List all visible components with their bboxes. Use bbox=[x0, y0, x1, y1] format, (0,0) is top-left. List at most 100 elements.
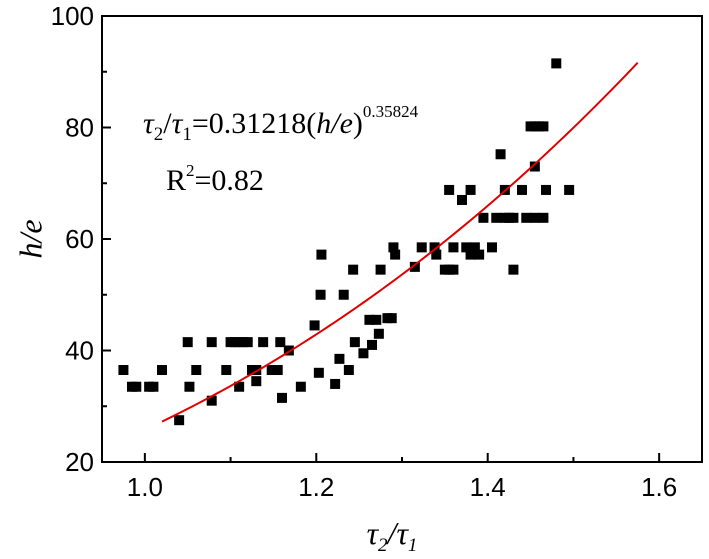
data-point bbox=[309, 320, 320, 331]
data-point bbox=[367, 339, 377, 350]
x-tick-label: 1.2 bbox=[298, 472, 334, 502]
data-point bbox=[251, 376, 262, 387]
x-tick-label: 1.4 bbox=[470, 472, 506, 502]
data-point bbox=[461, 242, 472, 253]
data-point bbox=[206, 337, 217, 348]
data-point bbox=[375, 264, 386, 275]
y-axis: 20 40 60 80 100 bbox=[51, 1, 111, 477]
y-tick-label: 80 bbox=[65, 113, 94, 143]
data-point bbox=[266, 365, 277, 376]
data-point bbox=[469, 242, 480, 253]
data-point bbox=[551, 58, 562, 69]
x-axis-title-slash: / bbox=[386, 515, 400, 551]
data-point bbox=[529, 212, 540, 223]
data-point bbox=[416, 242, 427, 253]
data-point bbox=[343, 365, 354, 376]
data-point bbox=[277, 392, 287, 403]
r-squared: R2=0.82 bbox=[166, 161, 264, 197]
eq-tau: τ bbox=[143, 107, 155, 140]
data-point bbox=[315, 289, 326, 300]
data-point bbox=[429, 242, 440, 253]
data-point bbox=[295, 381, 306, 392]
data-point bbox=[521, 212, 532, 223]
data-point bbox=[444, 184, 455, 195]
data-point bbox=[508, 212, 519, 223]
data-point bbox=[348, 264, 359, 275]
data-point bbox=[388, 242, 399, 253]
eq-tau2: τ bbox=[172, 107, 184, 140]
data-point bbox=[529, 161, 540, 172]
data-point bbox=[313, 367, 324, 378]
eq-he: h/e bbox=[316, 107, 353, 140]
data-point bbox=[283, 345, 294, 356]
x-axis-title: τ2/τ1 bbox=[367, 515, 418, 556]
data-point bbox=[349, 337, 360, 348]
y-tick-label: 100 bbox=[51, 1, 94, 31]
data-point bbox=[564, 184, 575, 195]
x-tick-label: 1.0 bbox=[127, 472, 163, 502]
x-axis-title-sub1: 2 bbox=[378, 535, 388, 556]
data-point bbox=[478, 212, 489, 223]
data-point bbox=[221, 365, 232, 376]
data-point bbox=[157, 365, 167, 376]
data-point bbox=[338, 289, 349, 300]
x-axis-title-tau: τ bbox=[367, 515, 380, 551]
x-axis-title-tau2: τ bbox=[396, 515, 409, 551]
data-point bbox=[495, 149, 506, 160]
data-point bbox=[334, 353, 345, 364]
y-axis-title: h/e bbox=[12, 219, 48, 258]
data-point bbox=[541, 184, 551, 195]
y-tick-label: 40 bbox=[65, 336, 94, 366]
data-point bbox=[272, 365, 283, 376]
data-point bbox=[390, 249, 401, 260]
data-point bbox=[148, 381, 159, 392]
data-point bbox=[386, 313, 397, 324]
data-point bbox=[251, 365, 262, 376]
data-point bbox=[206, 395, 217, 406]
data-point bbox=[465, 184, 476, 195]
data-point bbox=[457, 194, 467, 205]
data-point bbox=[191, 365, 202, 376]
data-point bbox=[234, 381, 245, 392]
data-point bbox=[316, 249, 327, 260]
y-tick-label: 60 bbox=[65, 224, 94, 254]
data-point bbox=[258, 337, 269, 348]
data-point bbox=[182, 337, 193, 348]
r2-r: R bbox=[166, 164, 186, 197]
data-point bbox=[465, 249, 476, 260]
r2-value: =0.82 bbox=[195, 164, 264, 197]
eq-value: =0.31218( bbox=[192, 107, 316, 140]
eq-sub1: 1 bbox=[182, 124, 192, 145]
plot-frame bbox=[101, 15, 703, 463]
data-point bbox=[330, 378, 341, 389]
data-point bbox=[184, 381, 195, 392]
data-point bbox=[118, 365, 129, 376]
data-point bbox=[538, 212, 549, 223]
r2-sup: 2 bbox=[186, 161, 195, 180]
data-point bbox=[275, 337, 286, 348]
data-point bbox=[508, 264, 519, 275]
eq-exponent: 0.35824 bbox=[363, 102, 419, 121]
eq-sub2: 2 bbox=[154, 124, 164, 145]
data-point bbox=[371, 314, 382, 325]
data-point bbox=[174, 415, 185, 426]
data-point bbox=[474, 249, 485, 260]
data-point bbox=[364, 314, 375, 325]
eq-slash: / bbox=[163, 107, 172, 140]
data-point bbox=[517, 184, 527, 195]
data-point bbox=[409, 261, 420, 272]
x-tick-label: 1.6 bbox=[641, 472, 677, 502]
data-point bbox=[448, 242, 459, 253]
data-point bbox=[487, 242, 497, 253]
data-point bbox=[373, 328, 384, 339]
fit-curve-layer bbox=[161, 61, 639, 423]
y-tick-label: 20 bbox=[65, 447, 94, 477]
data-point bbox=[358, 348, 369, 359]
fit-curve bbox=[161, 61, 639, 423]
data-point bbox=[448, 264, 459, 275]
data-point bbox=[538, 121, 549, 132]
data-point bbox=[242, 337, 253, 348]
data-point bbox=[491, 212, 502, 223]
x-axis-title-sub2: 1 bbox=[408, 535, 418, 556]
